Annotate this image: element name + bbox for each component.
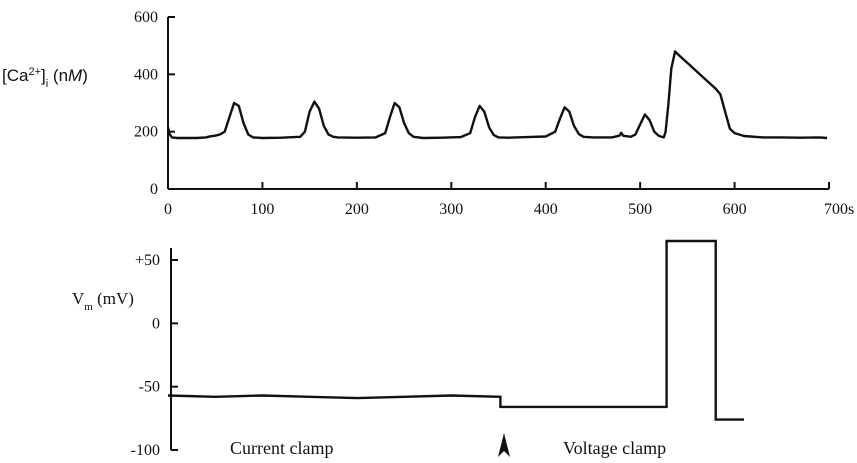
voltage-y-tick-label: -100 [131, 442, 160, 459]
clamp-switch-arrow [498, 433, 510, 457]
current-clamp-label: Current clamp [230, 438, 333, 458]
calcium-y-axis-label: [Ca2+]i (nM) [2, 66, 88, 90]
calcium-x-tick-label: 100 [250, 201, 274, 218]
calcium-y-tick-label: 400 [134, 66, 158, 83]
voltage-y-tick-label: 0 [152, 315, 160, 332]
voltage-clamp-label: Voltage clamp [563, 438, 666, 458]
calcium-y-tick-label: 200 [134, 124, 158, 141]
calcium-x-ticks: 0 100 200 300 400 500 600 700s [164, 182, 854, 218]
voltage-y-tick-label: +50 [135, 252, 160, 269]
voltage-y-axis-label: Vm (mV) [72, 289, 134, 313]
voltage-panel: +50 0 -50 -100 Vm (mV) Current clamp Voltag… [72, 239, 744, 459]
calcium-x-tick-label: 700s [824, 201, 854, 218]
calcium-y-tick-label: 0 [150, 181, 158, 198]
calcium-x-tick-label: 500 [628, 201, 652, 218]
calcium-y-ticks: 0 200 400 600 [134, 9, 175, 198]
calcium-x-tick-label: 600 [723, 201, 747, 218]
voltage-trace [167, 239, 744, 421]
calcium-x-tick-label: 0 [164, 201, 172, 218]
voltage-y-tick-label: -50 [139, 379, 160, 396]
calcium-x-tick-label: 400 [534, 201, 558, 218]
calcium-panel: 0 200 400 600 0 100 200 300 400 500 600 700s [Ca2+… [2, 9, 854, 218]
voltage-y-ticks: +50 0 -50 -100 [131, 252, 178, 459]
calcium-y-tick-label: 600 [134, 9, 158, 26]
calcium-x-tick-label: 200 [345, 201, 369, 218]
calcium-trace [166, 50, 828, 140]
calcium-x-tick-label: 300 [439, 201, 463, 218]
